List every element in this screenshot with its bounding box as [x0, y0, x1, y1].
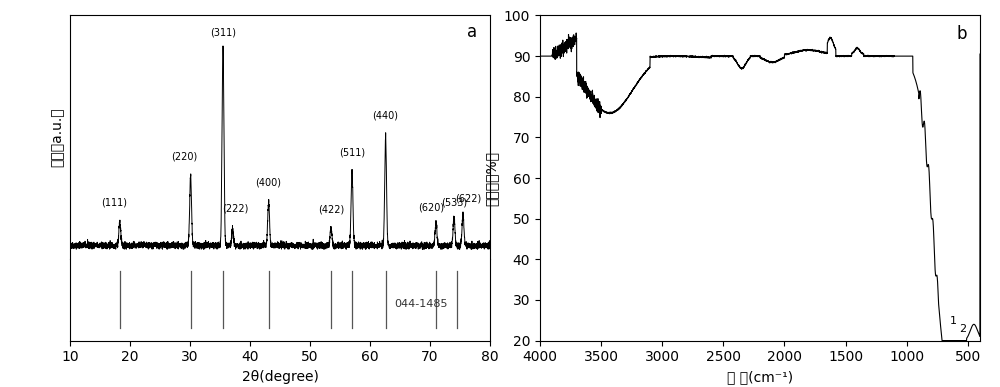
Text: a: a	[467, 23, 477, 41]
Text: 044-1485: 044-1485	[394, 299, 448, 309]
X-axis label: 波 数(cm⁻¹): 波 数(cm⁻¹)	[727, 370, 793, 384]
Text: (400): (400)	[256, 177, 282, 187]
Text: (511): (511)	[339, 147, 365, 158]
Text: (220): (220)	[171, 152, 198, 162]
Text: (422): (422)	[318, 204, 344, 214]
Text: 1: 1	[950, 316, 957, 326]
Text: 2: 2	[959, 324, 966, 334]
Text: (533): (533)	[441, 198, 467, 208]
Text: (620): (620)	[418, 202, 444, 212]
Text: (222): (222)	[222, 203, 249, 213]
X-axis label: 2θ(degree): 2θ(degree)	[242, 370, 318, 384]
Text: (440): (440)	[373, 111, 399, 121]
Y-axis label: 透射率（%）: 透射率（%）	[484, 151, 498, 205]
Text: (111): (111)	[101, 198, 127, 208]
Text: (311): (311)	[210, 28, 236, 38]
Text: b: b	[956, 25, 967, 43]
Y-axis label: 强度（a.u.）: 强度（a.u.）	[50, 108, 64, 167]
Text: (622): (622)	[455, 194, 481, 204]
